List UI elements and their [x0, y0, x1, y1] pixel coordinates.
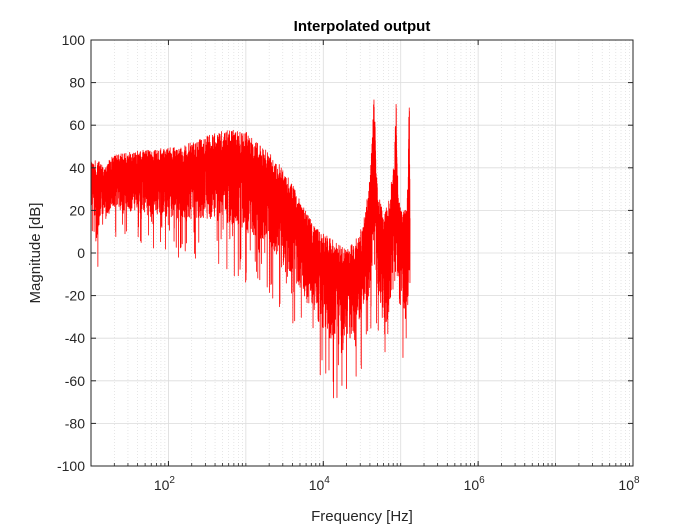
x-axis-label: Frequency [Hz] [311, 508, 413, 525]
x-tick-base: 10 [309, 477, 325, 493]
y-axis-tick-labels: -100 -80 -60 -40 -20 0 20 40 60 80 100 [57, 32, 85, 474]
x-tick-label: 106 [464, 475, 486, 493]
x-tick-exponent: 6 [479, 475, 485, 486]
y-tick-label: -60 [65, 373, 85, 389]
y-tick-label: 20 [69, 202, 85, 218]
y-tick-label: 80 [69, 75, 85, 91]
y-axis-label: Magnitude [dB] [27, 203, 44, 304]
y-tick-label: 0 [77, 245, 85, 261]
x-tick-label: 102 [154, 475, 176, 493]
y-tick-label: -40 [65, 330, 85, 346]
x-tick-label: 108 [618, 475, 640, 493]
chart-title: Interpolated output [294, 18, 431, 35]
data-series [90, 99, 411, 399]
y-tick-label: -80 [65, 415, 85, 431]
series-line-interpolated-output [90, 99, 411, 399]
y-tick-label: 40 [69, 160, 85, 176]
y-tick-label: -20 [65, 288, 85, 304]
x-tick-exponent: 4 [324, 475, 330, 486]
x-tick-base: 10 [464, 477, 480, 493]
x-tick-exponent: 8 [634, 475, 640, 486]
tick-marks [91, 39, 634, 467]
x-tick-exponent: 2 [169, 475, 175, 486]
x-tick-base: 10 [154, 477, 170, 493]
x-axis-tick-labels: 102 104 106 108 [154, 475, 640, 493]
x-tick-label: 104 [309, 475, 331, 493]
y-tick-label: 100 [62, 32, 86, 48]
x-tick-base: 10 [618, 477, 634, 493]
y-tick-label: -100 [57, 458, 85, 474]
y-tick-label: 60 [69, 117, 85, 133]
